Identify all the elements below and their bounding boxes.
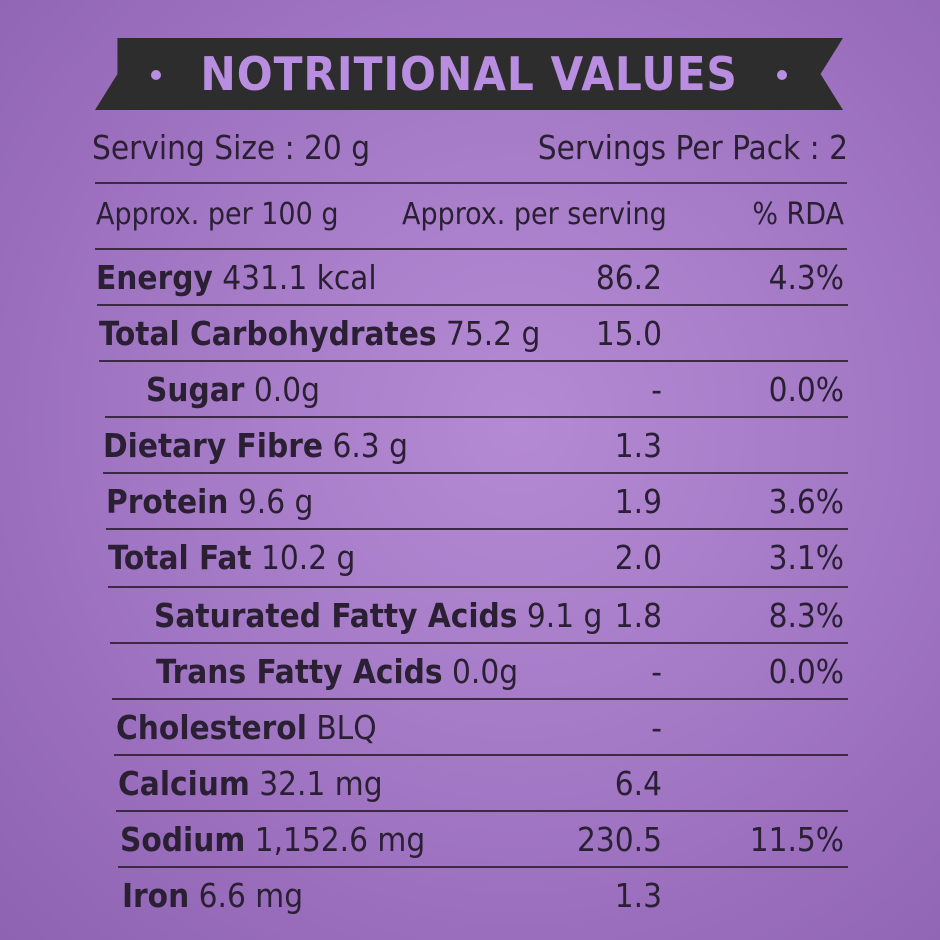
nutrient-name: Saturated Fatty Acids bbox=[154, 596, 518, 635]
nutrient-label: Calcium 32.1 mg bbox=[118, 764, 383, 803]
divider bbox=[116, 810, 848, 812]
table-row: Sugar 0.0g - 0.0% bbox=[0, 364, 940, 420]
divider bbox=[118, 866, 848, 868]
nutrient-per100: 9.6 g bbox=[237, 482, 314, 521]
column-header-per100: Approx. per 100 g bbox=[96, 197, 339, 232]
nutrient-name: Total Carbohydrates bbox=[99, 314, 437, 353]
serving-info: Serving Size : 20 g Servings Per Pack : … bbox=[92, 128, 848, 172]
nutrient-per-serving: 1.9 bbox=[614, 482, 662, 521]
nutrient-per-serving: 1.3 bbox=[614, 876, 662, 915]
nutrient-label: Sugar 0.0g bbox=[146, 370, 320, 409]
nutrient-name: Calcium bbox=[118, 764, 250, 803]
table-row: Calcium 32.1 mg 6.4 bbox=[0, 758, 940, 814]
nutrient-per100: 0.0g bbox=[253, 370, 320, 409]
nutrient-label: Cholesterol BLQ bbox=[116, 708, 377, 747]
nutrient-name: Trans Fatty Acids bbox=[156, 652, 443, 691]
nutrient-per100: 32.1 mg bbox=[259, 764, 383, 803]
nutrient-name: Protein bbox=[106, 482, 229, 521]
nutrient-per100: 75.2 g bbox=[445, 314, 541, 353]
table-row: Total Fat 10.2 g 2.0 3.1% bbox=[0, 532, 940, 588]
divider bbox=[97, 304, 848, 306]
nutrient-per-serving: 1.8 bbox=[614, 596, 662, 635]
table-row: Protein 9.6 g 1.9 3.6% bbox=[0, 476, 940, 532]
table-row: Trans Fatty Acids 0.0g - 0.0% bbox=[0, 646, 940, 702]
page-title: NOTRITIONAL VALUES bbox=[200, 47, 738, 101]
servings-per-pack: Servings Per Pack : 2 bbox=[537, 128, 848, 167]
nutrient-rda: 8.3% bbox=[768, 596, 844, 635]
nutrient-name: Cholesterol bbox=[116, 708, 307, 747]
divider bbox=[103, 472, 848, 474]
divider bbox=[99, 360, 848, 362]
nutrient-per-serving: - bbox=[651, 370, 662, 409]
nutrient-per100: BLQ bbox=[316, 708, 377, 747]
table-row: Energy 431.1 kcal 86.2 4.3% bbox=[0, 252, 940, 308]
bullet-dot-icon bbox=[777, 70, 787, 80]
table-row: Sodium 1,152.6 mg 230.5 11.5% bbox=[0, 814, 940, 870]
nutrient-rda: 3.6% bbox=[768, 482, 844, 521]
nutrient-label: Total Carbohydrates 75.2 g bbox=[99, 314, 540, 353]
table-row: Cholesterol BLQ - bbox=[0, 702, 940, 758]
nutrient-per-serving: 6.4 bbox=[614, 764, 662, 803]
nutrient-name: Sugar bbox=[146, 370, 245, 409]
nutrient-per-serving: - bbox=[651, 708, 662, 747]
nutrient-label: Energy 431.1 kcal bbox=[96, 258, 377, 297]
nutrient-rda: 11.5% bbox=[749, 820, 844, 859]
nutrient-per100: 9.1 g bbox=[526, 596, 603, 635]
divider bbox=[112, 698, 848, 700]
divider bbox=[95, 248, 847, 250]
nutrient-label: Total Fat 10.2 g bbox=[108, 538, 355, 577]
nutrient-name: Energy bbox=[96, 258, 213, 297]
table-row: Saturated Fatty Acids 9.1 g 1.8 8.3% bbox=[0, 590, 940, 646]
divider bbox=[106, 528, 848, 530]
nutrient-per-serving: 1.3 bbox=[614, 426, 662, 465]
table-row: Dietary Fibre 6.3 g 1.3 bbox=[0, 420, 940, 476]
nutrient-label: Dietary Fibre 6.3 g bbox=[103, 426, 408, 465]
divider bbox=[114, 754, 848, 756]
nutrient-per-serving: 230.5 bbox=[577, 820, 662, 859]
nutrient-per100: 6.3 g bbox=[332, 426, 408, 465]
nutrient-rda: 0.0% bbox=[768, 652, 844, 691]
nutrient-rda: 0.0% bbox=[768, 370, 844, 409]
divider bbox=[105, 416, 848, 418]
column-header-per-serving: Approx. per serving bbox=[402, 197, 667, 232]
bullet-dot-icon bbox=[151, 70, 161, 80]
nutrient-per100: 431.1 kcal bbox=[222, 258, 377, 297]
nutrient-label: Protein 9.6 g bbox=[106, 482, 313, 521]
serving-size: Serving Size : 20 g bbox=[92, 128, 371, 167]
nutrient-label: Sodium 1,152.6 mg bbox=[120, 820, 425, 859]
nutrient-per-serving: 15.0 bbox=[595, 314, 662, 353]
nutrient-per-serving: 86.2 bbox=[595, 258, 662, 297]
nutrient-name: Total Fat bbox=[108, 538, 252, 577]
nutrient-per-serving: - bbox=[651, 652, 662, 691]
nutrient-name: Sodium bbox=[120, 820, 246, 859]
nutrient-rda: 4.3% bbox=[768, 258, 844, 297]
title-banner: NOTRITIONAL VALUES bbox=[95, 38, 843, 110]
nutrient-label: Trans Fatty Acids 0.0g bbox=[156, 652, 518, 691]
table-row: Total Carbohydrates 75.2 g 15.0 bbox=[0, 308, 940, 364]
nutrient-label: Saturated Fatty Acids 9.1 g bbox=[154, 596, 602, 635]
column-header-rda: % RDA bbox=[752, 197, 844, 232]
nutrient-per100: 6.6 mg bbox=[198, 876, 304, 915]
nutrient-rda: 3.1% bbox=[768, 538, 844, 577]
table-row: Iron 6.6 mg 1.3 bbox=[0, 870, 940, 926]
nutrient-label: Iron 6.6 mg bbox=[122, 876, 303, 915]
divider bbox=[108, 586, 848, 588]
nutrient-per100: 0.0g bbox=[452, 652, 519, 691]
nutrient-name: Dietary Fibre bbox=[103, 426, 324, 465]
divider bbox=[95, 182, 847, 184]
divider bbox=[110, 642, 848, 644]
nutrient-per-serving: 2.0 bbox=[614, 538, 662, 577]
nutrient-per100: 10.2 g bbox=[261, 538, 356, 577]
nutrient-per100: 1,152.6 mg bbox=[254, 820, 426, 859]
nutrient-name: Iron bbox=[122, 876, 190, 915]
